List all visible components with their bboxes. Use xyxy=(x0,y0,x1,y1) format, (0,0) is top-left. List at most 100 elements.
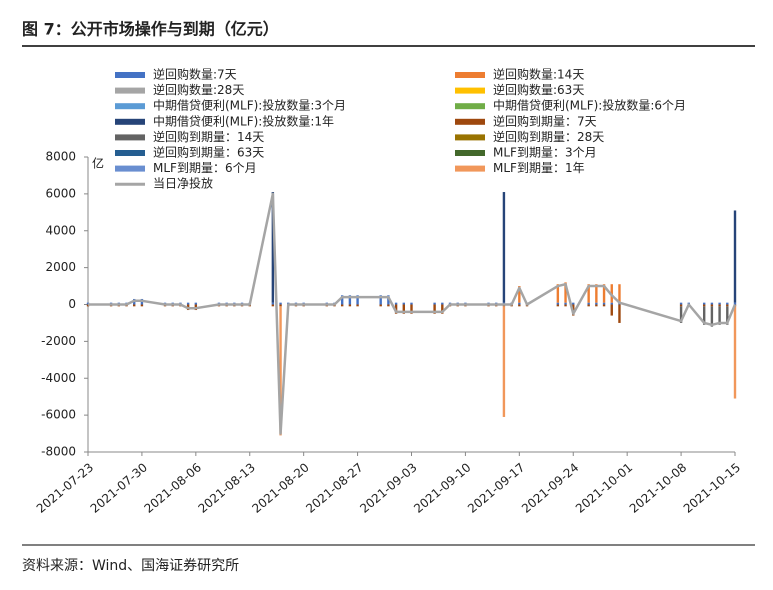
x-tick-label: 2021-08-20 xyxy=(249,460,311,516)
bar xyxy=(618,284,621,303)
chart-title: 图 7：公开市场操作与到期（亿元） xyxy=(22,20,279,39)
bar xyxy=(718,306,721,325)
bar xyxy=(348,304,352,307)
bar xyxy=(702,306,706,325)
bar xyxy=(556,284,560,303)
bar xyxy=(618,304,621,323)
x-tick-label: 2021-10-01 xyxy=(573,460,635,516)
legend-swatch xyxy=(455,165,485,172)
bar xyxy=(194,302,198,305)
bar xyxy=(556,302,560,305)
legend-label: 当日净投放 xyxy=(153,176,213,191)
bar xyxy=(718,302,721,305)
bar xyxy=(410,304,413,314)
legend-swatch xyxy=(455,134,485,141)
legend-label: 逆回购到期量：28天 xyxy=(493,129,604,144)
x-tick-label: 2021-08-27 xyxy=(303,460,365,516)
bar xyxy=(441,304,444,314)
legend-label: MLF到期量：6个月 xyxy=(153,161,257,175)
bar xyxy=(702,302,706,305)
bar xyxy=(610,302,613,305)
legend-label: 逆回购到期量：7天 xyxy=(493,113,597,128)
x-tick-label: 2021-09-03 xyxy=(357,460,419,516)
bar xyxy=(718,304,721,307)
bar xyxy=(356,295,359,305)
bar xyxy=(340,304,344,307)
y-tick-label: -2000 xyxy=(41,334,76,348)
bar xyxy=(572,302,575,305)
legend-label: MLF到期量：3个月 xyxy=(493,146,597,160)
bar xyxy=(602,284,606,303)
net-line xyxy=(88,192,737,435)
bar xyxy=(587,304,590,307)
bar xyxy=(379,304,382,307)
bar xyxy=(587,284,590,303)
y-tick-label: -8000 xyxy=(41,445,76,459)
legend-swatch xyxy=(115,103,145,110)
bar xyxy=(518,304,521,307)
bar xyxy=(186,302,190,305)
legend-label: 逆回购数量:7天 xyxy=(153,67,237,82)
bar xyxy=(356,304,359,307)
x-tick-label: 2021-09-24 xyxy=(519,460,581,516)
bar xyxy=(502,306,506,417)
x-tick-label: 2021-07-30 xyxy=(88,460,150,516)
bar xyxy=(564,304,567,307)
bar xyxy=(410,302,413,305)
bar xyxy=(394,302,398,305)
bar xyxy=(595,304,598,307)
bar xyxy=(733,210,737,303)
bar xyxy=(133,304,136,307)
legend-label: 逆回购数量:14天 xyxy=(493,67,584,82)
y-tick-label: 6000 xyxy=(45,186,76,200)
bar xyxy=(379,295,382,305)
bar xyxy=(564,302,567,305)
x-tick-label: 2021-09-17 xyxy=(465,460,527,516)
legend-swatch xyxy=(115,134,145,141)
bar xyxy=(733,306,737,399)
bar xyxy=(710,302,714,305)
legend-swatch xyxy=(115,165,145,172)
legend-label: 中期借贷便利(MLF):投放数量:6个月 xyxy=(493,98,686,113)
bar xyxy=(587,302,590,305)
bar xyxy=(348,295,352,305)
bar xyxy=(340,295,344,305)
legend-swatch xyxy=(455,118,485,125)
bar xyxy=(279,306,282,436)
legend-label: MLF到期量：1年 xyxy=(493,161,585,175)
legend-swatch xyxy=(455,87,485,94)
bar xyxy=(271,304,275,307)
bar xyxy=(518,302,521,305)
bar xyxy=(595,302,598,305)
y-axis-unit: 亿 xyxy=(92,156,104,171)
legend-label: 逆回购数量:28天 xyxy=(153,82,244,97)
legend-swatch xyxy=(115,118,145,125)
legend-swatch xyxy=(455,150,485,156)
legend-swatch xyxy=(455,103,485,110)
legend-swatch xyxy=(115,87,145,94)
bar xyxy=(271,192,275,303)
legend-label: 中期借贷便利(MLF):投放数量:3个月 xyxy=(153,98,346,113)
bar xyxy=(679,306,683,323)
bar xyxy=(726,306,729,325)
bar xyxy=(556,304,560,307)
x-tick-label: 2021-08-06 xyxy=(142,460,204,516)
bar xyxy=(679,304,683,307)
bar xyxy=(602,302,606,305)
y-tick-label: -4000 xyxy=(41,371,76,385)
bar xyxy=(610,304,613,316)
bar xyxy=(710,304,714,307)
x-tick-label: 2021-10-15 xyxy=(681,460,743,516)
legend-label: 逆回购数量:63天 xyxy=(493,82,584,97)
y-tick-label: 8000 xyxy=(45,150,76,164)
bar xyxy=(402,302,405,305)
bar xyxy=(564,282,567,303)
y-tick-label: 4000 xyxy=(45,223,76,237)
bar xyxy=(726,302,729,305)
legend-swatch xyxy=(115,72,145,78)
y-tick-label: -6000 xyxy=(41,408,76,422)
bar xyxy=(518,286,521,303)
legend-label: 逆回购到期量：63天 xyxy=(153,145,264,160)
legend-swatch xyxy=(455,72,485,78)
